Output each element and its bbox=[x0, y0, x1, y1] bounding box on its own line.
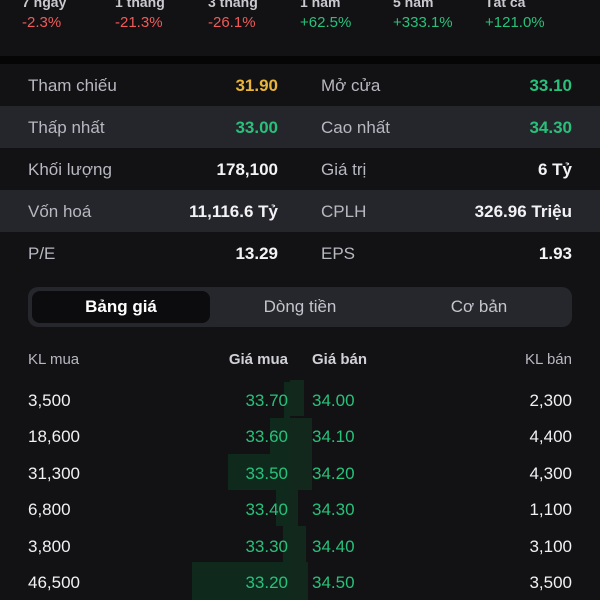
tab-dong-tien[interactable]: Dòng tiền bbox=[263, 297, 337, 316]
stat-label-pe: P/E bbox=[28, 244, 56, 263]
sell-depth-bar bbox=[290, 454, 312, 490]
perf-7d[interactable]: 7 ngày -2.3% bbox=[22, 0, 66, 31]
orderbook-row: 6,800 33.40 34.30 1,100 bbox=[0, 492, 600, 528]
stat-row: Tham chiếu 31.90 Mở cửa 33.10 bbox=[0, 64, 600, 106]
sell-volume: 3,100 bbox=[529, 536, 572, 556]
section-divider bbox=[0, 56, 600, 64]
sell-volume: 3,500 bbox=[529, 572, 572, 592]
buy-depth-bar bbox=[192, 562, 290, 600]
ask-price[interactable]: 34.50 bbox=[312, 572, 355, 592]
header-bid-price: Giá mua bbox=[228, 351, 288, 368]
header-ask-price: Giá bán bbox=[312, 351, 368, 368]
perf-value: -26.1% bbox=[208, 14, 256, 31]
perf-label: 1 tháng bbox=[115, 0, 165, 10]
ask-price[interactable]: 34.10 bbox=[312, 427, 355, 447]
buy-volume: 3,800 bbox=[28, 536, 71, 556]
perf-value: +121.0% bbox=[485, 14, 545, 31]
orderbook-header: KL mua Giá mua Giá bán KL bán bbox=[0, 350, 600, 370]
bid-price[interactable]: 33.30 bbox=[245, 536, 288, 556]
stat-value-pe: 13.29 bbox=[235, 244, 278, 263]
stat-row: Vốn hoá 11,116.6 Tỷ CPLH 326.96 Triệu bbox=[0, 190, 600, 232]
buy-volume: 6,800 bbox=[28, 500, 71, 520]
ask-price[interactable]: 34.40 bbox=[312, 536, 355, 556]
perf-label: 3 tháng bbox=[208, 0, 258, 10]
perf-value: +62.5% bbox=[300, 14, 352, 31]
stat-value-shares: 326.96 Triệu bbox=[474, 202, 572, 221]
stat-value-reference: 31.90 bbox=[235, 76, 278, 95]
sell-volume: 1,100 bbox=[529, 500, 572, 520]
buy-volume: 3,500 bbox=[28, 391, 71, 410]
buy-volume: 18,600 bbox=[28, 427, 80, 447]
header-sell-volume: KL bán bbox=[525, 351, 572, 368]
bid-price[interactable]: 33.20 bbox=[245, 572, 288, 592]
stat-label-open: Mở cửa bbox=[321, 76, 381, 95]
bid-price[interactable]: 33.40 bbox=[245, 500, 288, 520]
sell-depth-bar bbox=[290, 490, 298, 526]
perf-value: -2.3% bbox=[22, 14, 62, 31]
stat-value-open: 33.10 bbox=[529, 76, 572, 95]
orderbook-row: 18,600 33.60 34.10 4,400 bbox=[0, 419, 600, 455]
perf-3m[interactable]: 3 tháng -26.1% bbox=[208, 0, 258, 31]
perf-5y[interactable]: 5 năm +333.1% bbox=[393, 0, 453, 31]
stat-label-volume: Khối lượng bbox=[28, 160, 112, 179]
stat-row: Khối lượng 178,100 Giá trị 6 Tỷ bbox=[0, 148, 600, 190]
sell-depth-bar bbox=[290, 562, 308, 600]
stat-value-market-cap: 11,116.6 Tỷ bbox=[189, 202, 278, 221]
stat-label-low: Thấp nhất bbox=[28, 118, 105, 137]
sell-depth-bar bbox=[290, 418, 312, 454]
stat-value-value: 6 Tỷ bbox=[537, 160, 572, 179]
segmented-tabs: Bảng giá Dòng tiền Cơ bản bbox=[28, 287, 572, 327]
perf-all[interactable]: Tất cả +121.0% bbox=[485, 0, 545, 31]
buy-volume: 46,500 bbox=[28, 572, 80, 592]
orderbook-row: 46,500 33.20 34.50 3,500 bbox=[0, 565, 600, 600]
stat-row: Thấp nhất 33.00 Cao nhất 34.30 bbox=[0, 106, 600, 148]
perf-value: -21.3% bbox=[115, 14, 163, 31]
header-buy-volume: KL mua bbox=[28, 351, 80, 368]
buy-depth-bar bbox=[283, 526, 290, 562]
orderbook-row: 3,500 33.70 34.00 2,300 bbox=[0, 383, 600, 419]
perf-label: 1 năm bbox=[300, 0, 341, 10]
buy-depth-bar bbox=[270, 418, 290, 454]
stats-table: Tham chiếu 31.90 Mở cửa 33.10 Thấp nhất … bbox=[0, 64, 600, 274]
perf-label: Tất cả bbox=[485, 0, 526, 10]
depth-bars bbox=[0, 380, 600, 600]
stat-label-reference: Tham chiếu bbox=[28, 76, 117, 95]
bid-price[interactable]: 33.50 bbox=[245, 463, 288, 483]
tab-co-ban[interactable]: Cơ bản bbox=[450, 297, 508, 316]
orderbook-row: 31,300 33.50 34.20 4,300 bbox=[0, 456, 600, 492]
performance-strip: 7 ngày -2.3% 1 tháng -21.3% 3 tháng -26.… bbox=[0, 0, 600, 42]
ask-price[interactable]: 34.20 bbox=[312, 463, 355, 483]
orderbook-row: 3,800 33.30 34.40 3,100 bbox=[0, 529, 600, 565]
stat-label-eps: EPS bbox=[321, 244, 356, 263]
bid-price[interactable]: 33.60 bbox=[245, 427, 288, 447]
buy-depth-bar bbox=[276, 490, 290, 526]
tab-bang-gia[interactable]: Bảng giá bbox=[32, 291, 210, 323]
buy-depth-bar bbox=[228, 454, 290, 490]
stat-value-volume: 178,100 bbox=[216, 160, 278, 179]
buy-depth-bar bbox=[284, 382, 290, 418]
sell-depth-bar bbox=[290, 380, 304, 416]
perf-label: 5 năm bbox=[393, 0, 434, 10]
ask-price[interactable]: 34.30 bbox=[312, 500, 355, 520]
bid-price[interactable]: 33.70 bbox=[245, 391, 288, 410]
stat-label-shares: CPLH bbox=[321, 202, 367, 221]
stat-value-high: 34.30 bbox=[529, 118, 572, 137]
sell-depth-bar bbox=[290, 526, 306, 562]
orderbook-rows: 3,500 33.70 34.00 2,300 18,600 33.60 34.… bbox=[0, 383, 600, 600]
sell-volume: 4,400 bbox=[529, 427, 572, 447]
stat-label-high: Cao nhất bbox=[321, 118, 390, 137]
perf-label: 7 ngày bbox=[22, 0, 67, 10]
stat-row: P/E 13.29 EPS 1.93 bbox=[0, 232, 600, 274]
sell-volume: 4,300 bbox=[529, 463, 572, 483]
perf-1m[interactable]: 1 tháng -21.3% bbox=[115, 0, 165, 31]
perf-1y[interactable]: 1 năm +62.5% bbox=[300, 0, 351, 31]
perf-value: +333.1% bbox=[393, 14, 453, 31]
stat-value-low: 33.00 bbox=[235, 118, 278, 137]
ask-price[interactable]: 34.00 bbox=[312, 391, 355, 410]
sell-volume: 2,300 bbox=[529, 391, 572, 410]
stat-value-eps: 1.93 bbox=[538, 244, 572, 263]
stat-label-market-cap: Vốn hoá bbox=[28, 202, 92, 221]
buy-volume: 31,300 bbox=[28, 463, 80, 483]
stat-label-value: Giá trị bbox=[321, 160, 367, 179]
